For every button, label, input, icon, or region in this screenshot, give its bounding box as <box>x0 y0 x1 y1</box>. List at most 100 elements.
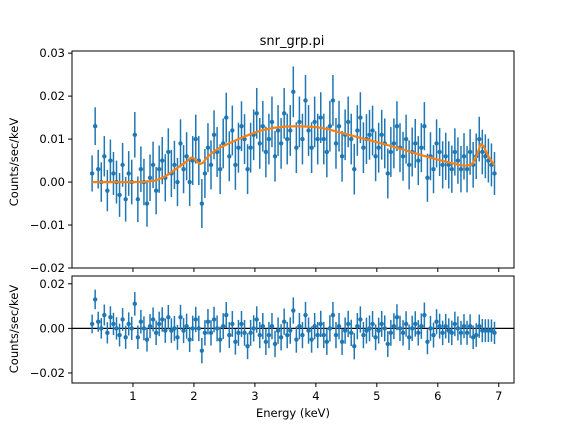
data-point <box>248 330 253 336</box>
data-point <box>166 149 171 155</box>
data-point <box>281 319 287 324</box>
data-point <box>196 326 202 331</box>
data-point <box>416 158 421 163</box>
data-point <box>452 149 458 155</box>
top-y-tick-label: 0.00 <box>39 175 65 189</box>
data-point <box>483 154 488 159</box>
data-point <box>477 323 482 329</box>
data-point <box>272 341 278 347</box>
data-point <box>175 179 180 185</box>
bottom-ticks: 1 2 3 4 5 6 7 −0.02 0.00 0.02 <box>30 277 503 403</box>
data-point <box>257 141 262 146</box>
data-point <box>385 171 391 176</box>
data-point <box>202 330 208 336</box>
data-point <box>199 348 205 353</box>
data-point <box>467 149 473 155</box>
data-point <box>227 154 232 159</box>
data-point <box>486 328 491 333</box>
data-point <box>355 323 360 329</box>
data-point <box>474 332 479 338</box>
data-point <box>156 321 162 327</box>
data-point <box>227 332 232 338</box>
data-point <box>361 145 366 150</box>
data-point <box>367 326 372 331</box>
bottom-data-marks <box>72 289 514 364</box>
data-point <box>327 326 333 331</box>
bottom-axes-frame <box>71 275 515 384</box>
data-point <box>413 321 418 327</box>
data-point <box>242 330 247 336</box>
data-point <box>455 326 461 331</box>
data-point <box>339 154 345 159</box>
data-point <box>367 132 372 137</box>
data-point <box>230 128 235 133</box>
data-point <box>275 328 281 333</box>
data-point <box>297 323 302 329</box>
data-point <box>129 326 134 331</box>
data-point <box>480 328 485 333</box>
data-point <box>211 132 217 137</box>
data-point <box>394 123 400 129</box>
data-point <box>92 297 98 302</box>
top-y-tick-label: −0.01 <box>30 218 65 232</box>
data-point <box>425 175 430 180</box>
data-point <box>144 337 150 342</box>
data-point <box>269 323 275 329</box>
data-point <box>373 335 378 340</box>
data-point <box>303 98 308 103</box>
data-point <box>211 317 217 322</box>
data-point <box>156 166 162 172</box>
bottom-y-axis-label: Counts/sec/keV <box>7 285 21 374</box>
data-point <box>117 192 122 198</box>
data-point <box>361 332 366 338</box>
data-point <box>300 136 305 142</box>
data-point <box>294 337 299 342</box>
data-point <box>248 145 253 150</box>
data-point <box>184 154 189 159</box>
data-point <box>333 332 339 338</box>
data-point <box>214 326 220 331</box>
data-point <box>440 330 445 336</box>
data-point <box>376 145 381 150</box>
x-tick-label: 7 <box>495 389 502 403</box>
data-point <box>236 145 241 150</box>
data-point <box>178 315 183 320</box>
data-point <box>321 136 326 142</box>
data-point <box>208 162 214 168</box>
data-point <box>449 330 455 336</box>
data-point <box>458 330 464 336</box>
data-point <box>285 332 290 338</box>
data-point <box>102 312 107 318</box>
data-point <box>254 317 259 322</box>
data-point <box>291 89 296 95</box>
data-point <box>102 154 107 159</box>
data-point <box>288 328 293 333</box>
data-point <box>160 158 165 163</box>
data-point <box>138 319 144 324</box>
data-point <box>385 341 391 347</box>
data-point <box>220 323 226 329</box>
data-point <box>330 98 336 103</box>
data-point <box>178 141 183 146</box>
data-point <box>425 339 430 344</box>
data-point <box>217 166 223 172</box>
data-point <box>138 166 144 172</box>
data-point <box>132 301 137 307</box>
data-point <box>92 123 98 129</box>
data-point <box>336 323 342 329</box>
data-point <box>403 321 409 327</box>
data-point <box>373 154 378 159</box>
data-point <box>388 330 394 336</box>
data-point <box>403 136 409 142</box>
data-point <box>422 123 427 129</box>
data-point <box>202 171 208 176</box>
data-point <box>111 171 116 176</box>
x-tick-label: 3 <box>251 389 258 403</box>
data-point <box>199 201 205 206</box>
x-tick-label: 4 <box>312 389 319 403</box>
data-point <box>333 141 339 146</box>
data-point <box>409 326 415 331</box>
data-point <box>437 149 442 155</box>
data-point <box>190 326 195 331</box>
data-point <box>297 119 302 125</box>
